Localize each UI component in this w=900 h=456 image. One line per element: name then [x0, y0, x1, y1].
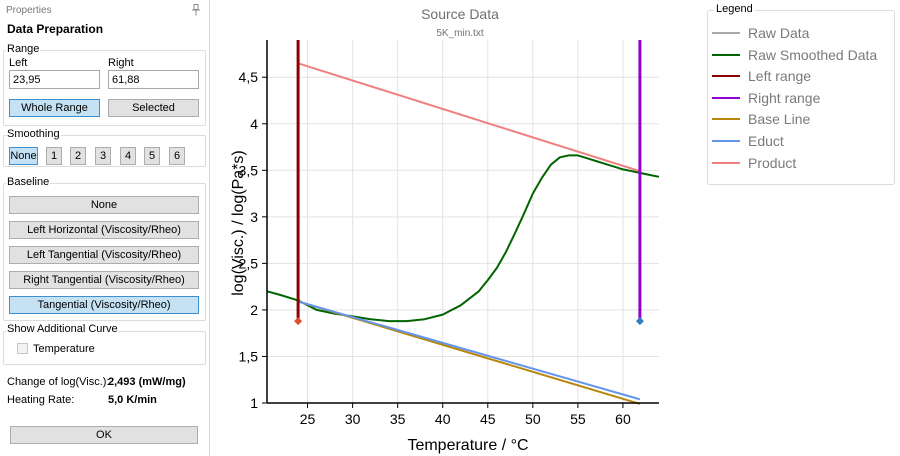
legend-swatch [712, 162, 740, 164]
y-tick-label-0: 1 [250, 395, 258, 411]
change-value: 2,493 (mW/mg) [108, 376, 186, 388]
ok-button[interactable]: OK [10, 426, 198, 444]
legend-swatch [712, 32, 740, 34]
legend-label: Right range [748, 90, 821, 106]
smoothing-option-3[interactable]: 3 [95, 147, 111, 165]
baseline-group-title: Baseline [6, 176, 51, 188]
legend-title: Legend [714, 3, 755, 15]
legend-label: Educt [748, 133, 784, 149]
range-group [3, 50, 206, 126]
x-tick-label-4: 45 [480, 411, 496, 427]
y-tick-label-7: 4,5 [239, 69, 259, 85]
y-tick-label-3: 2,5 [239, 255, 259, 271]
legend-label: Raw Data [748, 25, 810, 41]
heating-rate-value: 5,0 K/min [108, 394, 157, 406]
smoothing-group [3, 135, 206, 167]
baseline-left-tangential-button[interactable]: Left Tangential (Viscosity/Rheo) [9, 246, 199, 264]
baseline-right-tangential-button[interactable]: Right Tangential (Viscosity/Rheo) [9, 271, 199, 289]
y-tick-label-6: 4 [250, 116, 258, 132]
legend-label: Product [748, 155, 797, 171]
smoothing-option-none[interactable]: None [9, 147, 38, 165]
y-axis-ticks: 1 1,5 2 2,5 3 3,5 4 4,5 [239, 69, 267, 411]
x-tick-label-2: 35 [390, 411, 406, 427]
smoothing-option-5[interactable]: 5 [144, 147, 160, 165]
chart-subtitle: 5K_min.txt [436, 28, 483, 39]
x-axis-label: Temperature / °C [407, 437, 528, 454]
x-tick-label-3: 40 [435, 411, 451, 427]
baseline-tangential-button[interactable]: Tangential (Viscosity/Rheo) [9, 296, 199, 314]
baseline-left-horizontal-button[interactable]: Left Horizontal (Viscosity/Rheo) [9, 221, 199, 239]
x-tick-label-1: 30 [345, 411, 361, 427]
baseline-group [3, 183, 206, 321]
temperature-checkbox-label: Temperature [33, 343, 95, 355]
selected-button[interactable]: Selected [108, 99, 199, 117]
range-marker-1[interactable] [635, 317, 644, 326]
panel-header: Properties [6, 5, 52, 16]
smoothing-option-4[interactable]: 4 [120, 147, 136, 165]
legend-swatch [712, 97, 740, 99]
temperature-checkbox[interactable] [17, 343, 28, 354]
legend-swatch [712, 75, 740, 77]
y-axis-label: log(Visc.) / log(Pa*s) [230, 150, 247, 296]
chart-title: Source Data [421, 6, 499, 22]
heating-rate-label: Heating Rate: [7, 394, 75, 406]
chart-series [266, 40, 660, 405]
legend-label: Base Line [748, 111, 811, 127]
whole-range-button[interactable]: Whole Range [9, 99, 100, 117]
change-label: Change of log(Visc.): [7, 376, 110, 388]
smoothing-option-6[interactable]: 6 [169, 147, 185, 165]
y-tick-label-2: 2 [250, 302, 258, 318]
x-axis-ticks: 25 30 35 40 45 50 55 60 [300, 403, 631, 427]
y-tick-label-1: 1,5 [239, 348, 259, 364]
properties-panel: Properties Data Preparation Range Left R… [0, 0, 210, 456]
legend-swatch [712, 140, 740, 142]
right-label: Right [108, 57, 134, 69]
legend-swatch [712, 118, 740, 120]
x-tick-label-7: 60 [615, 411, 631, 427]
right-range-input[interactable] [108, 70, 199, 89]
smoothing-group-title: Smoothing [6, 128, 61, 140]
y-tick-label-4: 3 [250, 209, 258, 225]
chart-axes [266, 40, 659, 404]
range-marker-0[interactable] [294, 317, 303, 326]
x-tick-label-6: 55 [570, 411, 586, 427]
x-tick-label-0: 25 [300, 411, 316, 427]
series-educt [297, 300, 641, 401]
smoothing-option-1[interactable]: 1 [46, 147, 62, 165]
legend-label: Left range [748, 68, 812, 84]
additional-curve-group-title: Show Additional Curve [6, 323, 119, 335]
baseline-none-button[interactable]: None [9, 196, 199, 214]
panel-title: Data Preparation [7, 22, 104, 36]
series-raw-smoothed-data [266, 154, 660, 323]
left-label: Left [9, 57, 28, 69]
range-group-title: Range [6, 43, 41, 55]
source-data-chart[interactable]: Source Data 5K_min.txt 25 30 35 40 45 50 55 60 … [210, 0, 700, 456]
smoothing-option-2[interactable]: 2 [70, 147, 86, 165]
legend-swatch [712, 54, 740, 56]
x-tick-label-5: 50 [525, 411, 541, 427]
series-product [297, 62, 641, 173]
y-tick-label-5: 3,5 [239, 162, 259, 178]
pin-icon[interactable] [191, 4, 201, 16]
legend-label: Raw Smoothed Data [748, 47, 878, 63]
left-range-input[interactable] [9, 70, 100, 89]
